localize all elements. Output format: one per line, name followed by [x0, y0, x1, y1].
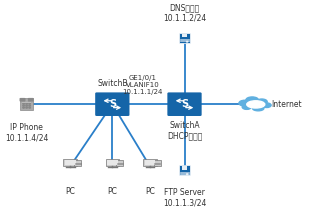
FancyBboxPatch shape	[182, 34, 188, 37]
FancyBboxPatch shape	[20, 98, 33, 110]
Text: FTP Server
10.1.1.3/24: FTP Server 10.1.1.3/24	[163, 188, 206, 207]
FancyBboxPatch shape	[167, 92, 202, 116]
Circle shape	[23, 105, 24, 106]
FancyBboxPatch shape	[182, 167, 188, 170]
Ellipse shape	[256, 99, 267, 104]
FancyBboxPatch shape	[74, 160, 81, 166]
FancyBboxPatch shape	[179, 33, 190, 43]
Circle shape	[26, 103, 27, 104]
FancyBboxPatch shape	[107, 160, 117, 165]
FancyBboxPatch shape	[28, 98, 33, 101]
FancyBboxPatch shape	[116, 160, 123, 166]
Circle shape	[29, 105, 30, 106]
FancyBboxPatch shape	[20, 98, 25, 101]
Circle shape	[29, 103, 30, 104]
Text: Internet: Internet	[272, 100, 302, 109]
Text: GE1/0/1
VLANIF10
10.1.1.1/24: GE1/0/1 VLANIF10 10.1.1.1/24	[122, 75, 162, 94]
Circle shape	[187, 174, 188, 175]
FancyBboxPatch shape	[65, 160, 76, 165]
FancyBboxPatch shape	[179, 165, 190, 175]
FancyBboxPatch shape	[95, 92, 130, 116]
Circle shape	[29, 107, 30, 108]
FancyBboxPatch shape	[22, 102, 31, 103]
Text: PC: PC	[107, 187, 117, 196]
FancyBboxPatch shape	[154, 160, 161, 166]
Text: IP Phone
10.1.1.4/24: IP Phone 10.1.1.4/24	[5, 123, 48, 143]
FancyBboxPatch shape	[64, 159, 77, 166]
Text: DNS服务器
10.1.1.2/24: DNS服务器 10.1.1.2/24	[163, 3, 206, 23]
FancyBboxPatch shape	[143, 159, 157, 166]
Circle shape	[26, 107, 27, 108]
FancyBboxPatch shape	[106, 159, 119, 166]
Ellipse shape	[239, 100, 250, 106]
Text: PC: PC	[145, 187, 155, 196]
Text: SwitchA
DHCP服务器: SwitchA DHCP服务器	[167, 121, 202, 141]
Circle shape	[23, 103, 24, 104]
Ellipse shape	[262, 103, 271, 108]
Text: S: S	[181, 99, 188, 109]
Ellipse shape	[246, 97, 259, 103]
Circle shape	[23, 107, 24, 108]
Ellipse shape	[242, 105, 251, 109]
Text: SwitchB: SwitchB	[97, 79, 128, 88]
Text: S: S	[109, 99, 116, 109]
Text: PC: PC	[65, 187, 75, 196]
Ellipse shape	[252, 106, 264, 111]
Circle shape	[187, 41, 188, 42]
Circle shape	[26, 105, 27, 106]
Ellipse shape	[247, 101, 265, 108]
FancyBboxPatch shape	[145, 160, 155, 165]
